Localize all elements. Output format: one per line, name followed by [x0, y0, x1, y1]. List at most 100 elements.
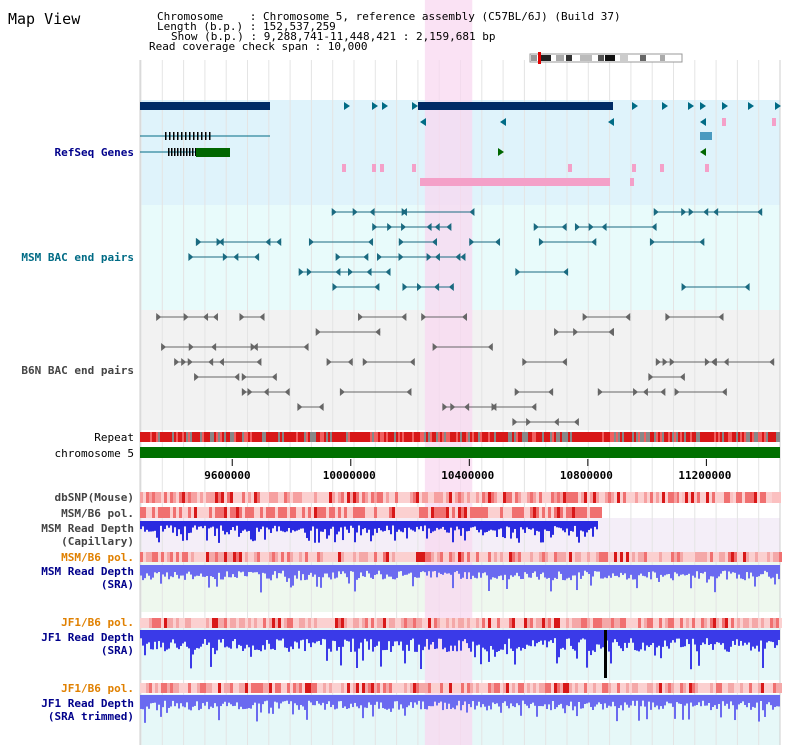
- msm-sra-depth-bar: [272, 565, 274, 575]
- msm-b6-pol-strip: [371, 552, 374, 562]
- repeat-mark: [362, 432, 364, 442]
- dbsnp-strip: [374, 492, 377, 503]
- repeat-mark: [668, 432, 670, 442]
- jf1-b6-pol-strip: [692, 683, 695, 693]
- dbsnp-strip: [173, 492, 176, 503]
- track-label-refseq[interactable]: RefSeq Genes: [54, 146, 134, 159]
- msm-sra-depth-bar: [614, 565, 616, 576]
- repeat-mark: [146, 432, 148, 442]
- msm-sra-depth-bar: [368, 565, 370, 574]
- b6n-bac-pair-end: [303, 343, 309, 351]
- jf1-trim-depth-bar: [716, 695, 718, 709]
- dbsnp-strip: [569, 492, 572, 503]
- jf1-sra-depth-bar: [154, 630, 156, 642]
- msm-sra-depth-bar: [212, 565, 214, 578]
- msm-b6-pol-strip: [263, 552, 266, 562]
- jf1-sra-depth-bar: [418, 630, 420, 645]
- repeat-mark: [524, 432, 526, 442]
- jf1-b6-pol-strip: [200, 683, 203, 693]
- jf1-b6-pol-strip: [698, 683, 701, 693]
- repeat-mark: [754, 432, 756, 442]
- msm-cap-depth-bar: [572, 521, 574, 532]
- repeat-mark: [150, 432, 152, 442]
- repeat-mark: [406, 432, 408, 442]
- msm-b6-pol-strip: [359, 507, 362, 518]
- msm-b6-pol-strip: [410, 507, 413, 518]
- axis-tick-label: 11200000: [678, 469, 732, 482]
- jf1-sra-depth-bar: [696, 630, 698, 652]
- refseq-pink-mark: [722, 118, 726, 126]
- repeat-mark: [768, 432, 770, 442]
- msm-b6-pol-strip: [749, 552, 752, 562]
- repeat-mark: [324, 432, 326, 442]
- jf1-b6-pol-strip: [533, 683, 536, 693]
- msm-sra-depth-bar: [542, 565, 544, 573]
- jf1-trim-depth-bar: [642, 695, 644, 701]
- msm-b6-pol-strip: [332, 507, 335, 518]
- msm-sra-depth-bar: [232, 565, 234, 575]
- jf1-trim-depth-bar: [408, 695, 410, 706]
- jf1-b6-pol-strip: [743, 618, 746, 628]
- jf1-b6-pol-strip: [344, 683, 347, 693]
- jf1-sra-depth-bar: [672, 630, 674, 641]
- jf1-b6-pol-strip: [221, 618, 224, 628]
- repeat-mark: [224, 432, 226, 442]
- jf1-sra-depth-bar: [350, 630, 352, 652]
- repeat-mark: [480, 432, 482, 442]
- repeat-mark: [294, 432, 296, 442]
- msm-sra-depth-bar: [270, 565, 272, 581]
- jf1-b6-pol-strip: [599, 683, 602, 693]
- dbsnp-strip: [443, 492, 446, 503]
- msm-cap-depth-bar: [264, 521, 266, 540]
- b6n-bac-pair-end: [234, 373, 240, 381]
- repeat-mark: [616, 432, 618, 442]
- msm-sra-depth-bar: [588, 565, 590, 575]
- jf1-trim-depth-bar: [316, 695, 318, 702]
- jf1-b6-pol-strip: [380, 618, 383, 628]
- dbsnp-strip: [143, 492, 146, 503]
- jf1-b6-pol-strip: [470, 618, 473, 628]
- jf1-b6-pol-strip: [323, 618, 326, 628]
- jf1-sra-depth-bar: [150, 630, 152, 650]
- repeat-mark: [774, 432, 776, 442]
- jf1-b6-pol-strip: [650, 683, 653, 693]
- jf1-b6-pol-strip: [290, 618, 293, 628]
- jf1-b6-pol-strip: [626, 618, 629, 628]
- msm-b6-pol-strip: [383, 507, 386, 518]
- jf1-b6-pol-strip: [722, 618, 725, 628]
- b6n-bac-pair-end: [318, 403, 324, 411]
- msm-sra-depth-bar: [578, 565, 580, 573]
- refseq-exon: [173, 132, 175, 140]
- jf1-b6-pol-strip: [512, 618, 515, 628]
- msm-cap-depth-bar: [322, 521, 324, 532]
- msm-bac-pair-end: [222, 253, 228, 261]
- msm-b6-pol-strip: [245, 552, 248, 562]
- msm-cap-depth-bar: [420, 521, 422, 527]
- msm-cap-depth-bar: [268, 521, 270, 530]
- msm-sra-depth-bar: [170, 565, 172, 577]
- jf1-b6-pol-strip: [158, 683, 161, 693]
- msm-b6-pol-strip: [167, 552, 170, 562]
- repeat-mark: [198, 432, 200, 442]
- jf1-b6-pol-strip: [254, 618, 257, 628]
- msm-b6-pol-strip: [365, 507, 368, 518]
- jf1-sra-depth-bar: [292, 630, 294, 650]
- repeat-mark: [176, 432, 178, 442]
- repeat-mark: [534, 432, 536, 442]
- msm-b6-pol-strip: [359, 552, 362, 562]
- repeat-mark: [278, 432, 280, 442]
- msm-sra-depth-bar: [418, 565, 420, 578]
- jf1-sra-depth-bar: [214, 630, 216, 655]
- jf1-b6-pol-strip: [740, 618, 743, 628]
- dbsnp-strip: [446, 492, 449, 503]
- msm-sra-depth-bar: [264, 565, 266, 574]
- msm-sra-depth-bar: [756, 565, 758, 577]
- b6n-bac-pair-end: [250, 343, 256, 351]
- repeat-mark: [142, 432, 144, 442]
- dbsnp-strip: [257, 492, 260, 503]
- track-label-b6n-bac[interactable]: B6N BAC end pairs: [21, 364, 134, 377]
- msm-sra-depth-bar: [302, 565, 304, 575]
- jf1-sra-depth-bar: [210, 630, 212, 667]
- track-label-msm-bac[interactable]: MSM BAC end pairs: [21, 251, 134, 264]
- jf1-sra-depth-bar: [186, 630, 188, 647]
